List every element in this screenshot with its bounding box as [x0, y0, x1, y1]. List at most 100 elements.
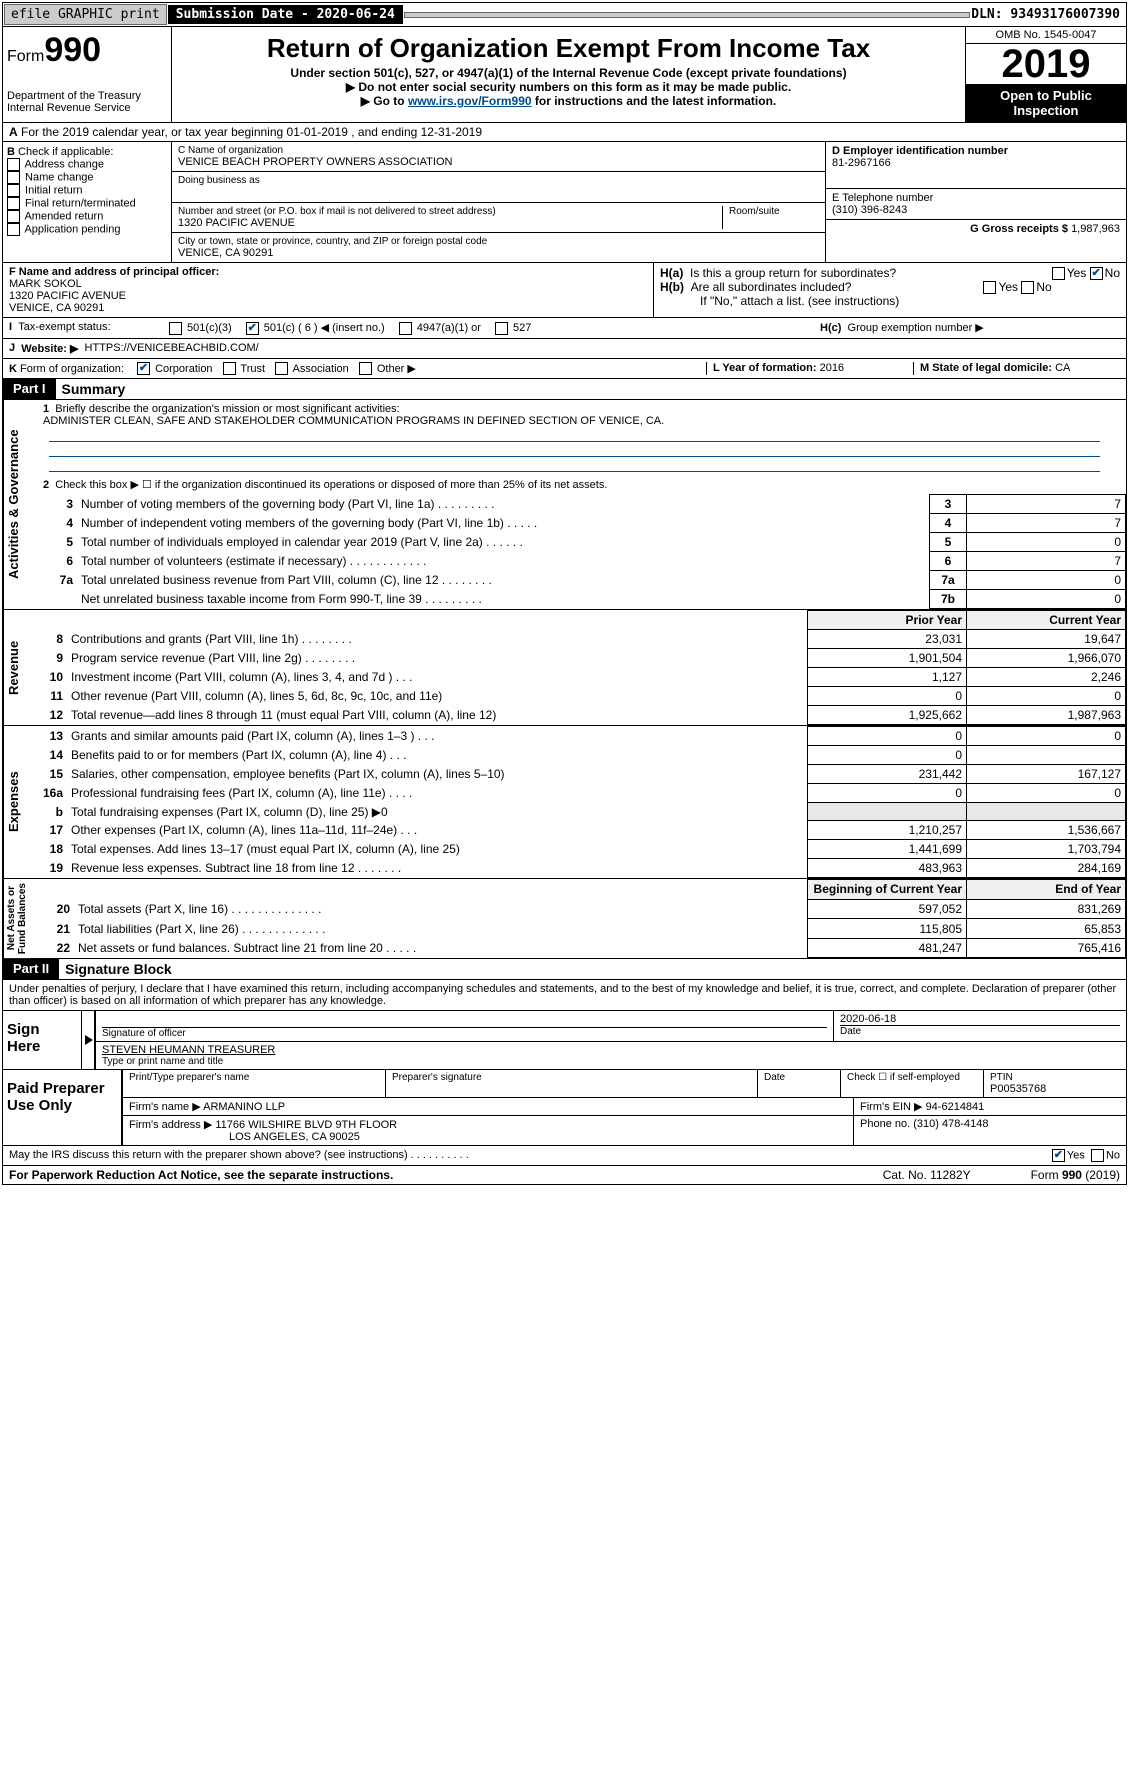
i-opts: 501(c)(3) 501(c) ( 6 ) ◀ (insert no.) 49…: [169, 321, 810, 335]
b-option: Amended return: [7, 210, 167, 223]
table-row: 12Total revenue—add lines 8 through 11 (…: [23, 706, 1126, 725]
org-name: VENICE BEACH PROPERTY OWNERS ASSOCIATION: [178, 156, 819, 168]
table-row: 21Total liabilities (Part X, line 26) . …: [30, 919, 1126, 939]
i-option: 4947(a)(1) or: [399, 322, 481, 334]
k-checkbox[interactable]: [137, 362, 150, 375]
discuss-no[interactable]: [1091, 1149, 1104, 1162]
section-k: K Form of organization: Corporation Trus…: [9, 362, 706, 376]
footer-mid: Cat. No. 11282Y: [883, 1168, 971, 1182]
phone: (310) 396-8243: [832, 204, 1120, 216]
revenue-section: Revenue Prior YearCurrent Year8Contribut…: [3, 610, 1126, 726]
header-mid: Return of Organization Exempt From Incom…: [172, 27, 965, 122]
i-checkbox[interactable]: [246, 322, 259, 335]
b-checkbox[interactable]: [7, 210, 20, 223]
table-header-row: Beginning of Current YearEnd of Year: [30, 880, 1126, 900]
b-option: Name change: [7, 171, 167, 184]
prep-main: Print/Type preparer's name Preparer's si…: [122, 1070, 1126, 1145]
expenses-section: Expenses 13Grants and similar amounts pa…: [3, 726, 1126, 879]
firm-addr-label: Firm's address ▶: [129, 1119, 212, 1131]
table-row: Net unrelated business taxable income fr…: [23, 590, 1126, 609]
section-a-text: For the 2019 calendar year, or tax year …: [21, 125, 482, 139]
ha-yes[interactable]: [1052, 267, 1065, 280]
k-checkbox[interactable]: [223, 362, 236, 375]
ha-no[interactable]: [1090, 267, 1103, 280]
discuss-yes[interactable]: [1052, 1149, 1065, 1162]
table-row: 8Contributions and grants (Part VIII, li…: [23, 630, 1126, 649]
prep-date: Date: [757, 1070, 840, 1098]
form-990: 990: [44, 31, 101, 69]
k-checkbox[interactable]: [275, 362, 288, 375]
section-bcdefg: B Check if applicable: Address change Na…: [3, 142, 1126, 263]
open-public: Open to Public Inspection: [966, 84, 1126, 122]
h-b: H(b) Are all subordinates included? Yes …: [660, 280, 1120, 294]
firm-name-cell: Firm's name ▶ ARMANINO LLP: [122, 1098, 853, 1116]
b-checkbox[interactable]: [7, 223, 20, 236]
tax-year: 2019: [966, 44, 1126, 84]
hb-yes[interactable]: [983, 281, 996, 294]
firm-ein: 94-6214841: [926, 1101, 985, 1113]
table-row: 6Total number of volunteers (estimate if…: [23, 552, 1126, 571]
officer-addr: 1320 PACIFIC AVENUE: [9, 290, 647, 302]
efile-button[interactable]: efile GRAPHIC print: [4, 4, 167, 25]
check-self: Check ☐ if self-employed: [840, 1070, 983, 1098]
firm-name: ARMANINO LLP: [203, 1101, 285, 1113]
table-row: 7aTotal unrelated business revenue from …: [23, 571, 1126, 590]
ptin-cell: PTIN P00535768: [983, 1070, 1126, 1098]
sign-here: Sign Here: [3, 1011, 82, 1069]
part2-subtitle: Signature Block: [59, 959, 178, 979]
k-option: Other ▶: [359, 363, 416, 375]
sign-here-block: Sign Here Signature of officer 2020-06-1…: [3, 1011, 1126, 1070]
hb-text: Are all subordinates included?: [691, 280, 852, 294]
i-checkbox[interactable]: [399, 322, 412, 335]
submission-date: Submission Date - 2020-06-24: [168, 5, 403, 24]
firm-ein-cell: Firm's EIN ▶ 94-6214841: [853, 1098, 1126, 1116]
officer-name-title: STEVEN HEUMANN TREASURER: [102, 1044, 1120, 1056]
exp-table: 13Grants and similar amounts paid (Part …: [23, 726, 1126, 878]
hb-no[interactable]: [1021, 281, 1034, 294]
section-f: F Name and address of principal officer:…: [3, 263, 654, 317]
top-bar: efile GRAPHIC print Submission Date - 20…: [3, 3, 1126, 27]
hc-text: Group exemption number ▶: [848, 322, 984, 334]
table-row: 22Net assets or fund balances. Subtract …: [30, 938, 1126, 958]
section-g: G Gross receipts $ 1,987,963: [826, 220, 1126, 238]
blank-line: [49, 442, 1100, 457]
b-option: Address change: [7, 158, 167, 171]
part1-header: Part I Summary: [3, 379, 1126, 400]
date-label: Date: [840, 1025, 1120, 1037]
part1-subtitle: Summary: [56, 379, 132, 399]
form-container: efile GRAPHIC print Submission Date - 20…: [2, 2, 1127, 1185]
officer-name: MARK SOKOL: [9, 278, 647, 290]
name-title-cell: STEVEN HEUMANN TREASURER Type or print n…: [95, 1042, 1126, 1069]
section-b: B Check if applicable: Address change Na…: [3, 142, 172, 262]
firm-name-label: Firm's name ▶: [129, 1101, 201, 1113]
table-row: 15Salaries, other compensation, employee…: [23, 765, 1126, 784]
city-label: City or town, state or province, country…: [178, 236, 819, 247]
k-checkbox[interactable]: [359, 362, 372, 375]
ptin: P00535768: [990, 1083, 1120, 1095]
irs-link[interactable]: www.irs.gov/Form990: [408, 94, 532, 108]
table-row: 11Other revenue (Part VIII, column (A), …: [23, 687, 1126, 706]
b-checkbox[interactable]: [7, 197, 20, 210]
i-option: 527: [495, 322, 531, 334]
i-option: 501(c) ( 6 ) ◀ (insert no.): [246, 322, 385, 334]
c-dba: Doing business as: [172, 172, 825, 203]
b-checkbox[interactable]: [7, 171, 20, 184]
firm-phone: (310) 478-4148: [913, 1118, 988, 1130]
part2-header: Part II Signature Block: [3, 959, 1126, 980]
subtitle-1: Under section 501(c), 527, or 4947(a)(1)…: [176, 66, 961, 80]
firm-city: LOS ANGELES, CA 90025: [129, 1131, 847, 1143]
section-a: A For the 2019 calendar year, or tax yea…: [3, 123, 1126, 142]
form-label: Form: [7, 48, 44, 65]
b-checkbox[interactable]: [7, 158, 20, 171]
section-l: L Year of formation: 2016: [706, 362, 913, 376]
footer-left: For Paperwork Reduction Act Notice, see …: [9, 1168, 393, 1182]
ptin-label: PTIN: [990, 1072, 1120, 1083]
sig-main: Signature of officer 2020-06-18 Date STE…: [95, 1011, 1126, 1069]
b-checkbox[interactable]: [7, 184, 20, 197]
i-checkbox[interactable]: [495, 322, 508, 335]
table-row: 18Total expenses. Add lines 13–17 (must …: [23, 840, 1126, 859]
m-label: M State of legal domicile:: [920, 362, 1052, 374]
line2: 2 Check this box ▶ ☐ if the organization…: [23, 475, 1126, 494]
i-checkbox[interactable]: [169, 322, 182, 335]
ha-text: Is this a group return for subordinates?: [690, 266, 896, 280]
